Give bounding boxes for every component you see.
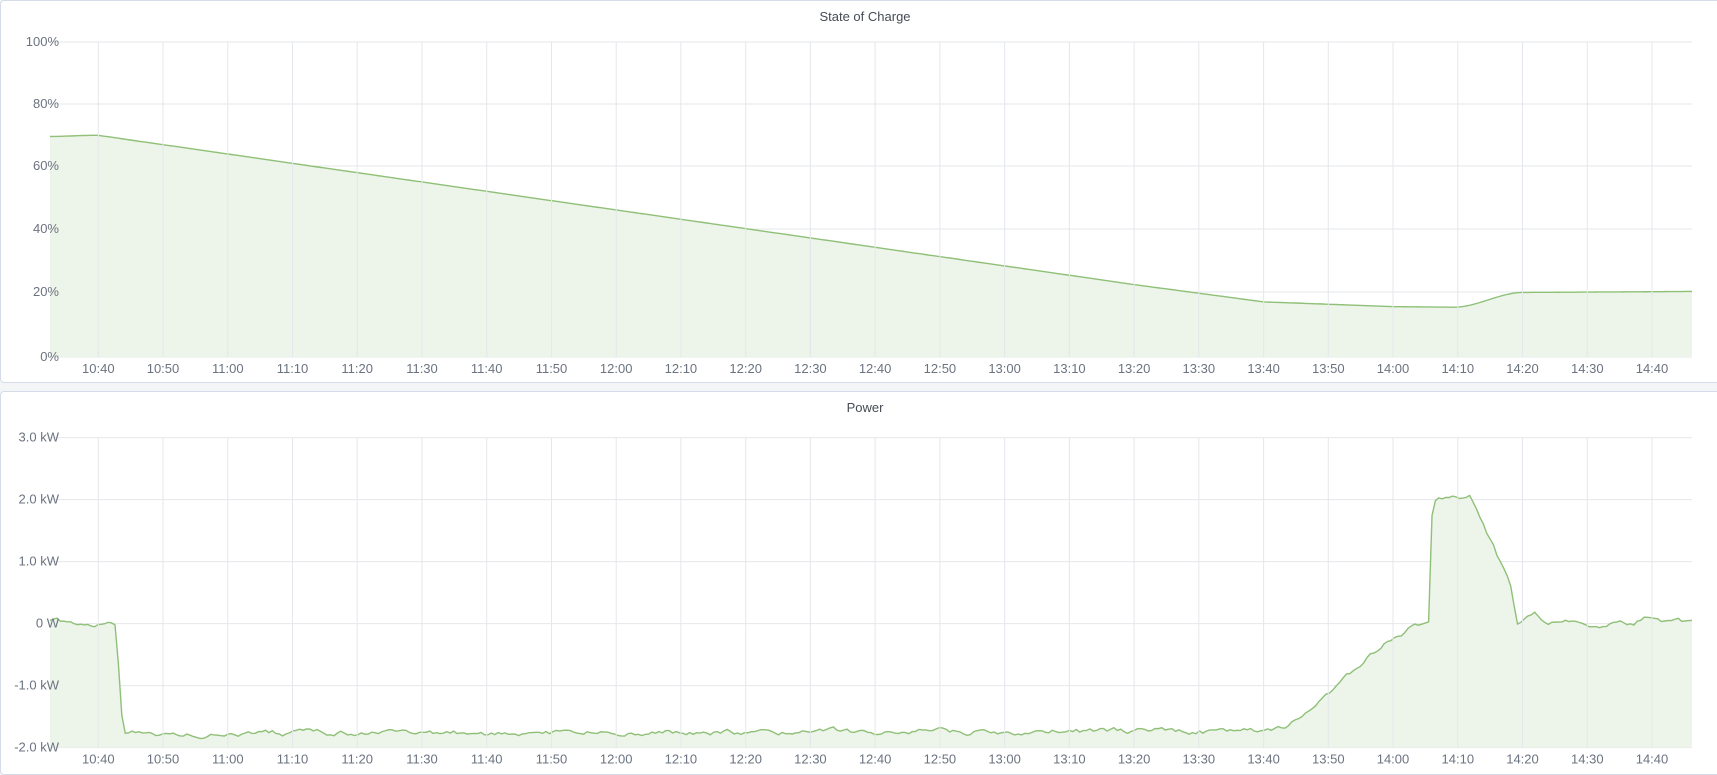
svg-text:13:50: 13:50: [1312, 752, 1345, 767]
svg-text:13:00: 13:00: [988, 361, 1021, 376]
svg-text:11:00: 11:00: [212, 752, 244, 767]
svg-text:14:20: 14:20: [1506, 361, 1539, 376]
svg-text:12:20: 12:20: [729, 361, 762, 376]
svg-text:10:50: 10:50: [147, 752, 180, 767]
svg-text:80%: 80%: [33, 96, 59, 111]
svg-text:12:50: 12:50: [924, 752, 957, 767]
svg-text:11:10: 11:10: [277, 752, 309, 767]
svg-text:11:50: 11:50: [536, 361, 568, 376]
svg-text:12:00: 12:00: [600, 361, 633, 376]
svg-text:11:00: 11:00: [212, 361, 244, 376]
svg-text:13:50: 13:50: [1312, 361, 1345, 376]
svg-text:-1.0 kW: -1.0 kW: [14, 678, 60, 693]
svg-text:-2.0 kW: -2.0 kW: [14, 740, 60, 755]
svg-text:2.0 kW: 2.0 kW: [19, 492, 60, 507]
svg-text:12:10: 12:10: [665, 361, 698, 376]
svg-text:12:20: 12:20: [729, 752, 762, 767]
svg-text:100%: 100%: [26, 34, 60, 49]
svg-text:12:30: 12:30: [794, 361, 827, 376]
svg-text:10:50: 10:50: [147, 361, 180, 376]
svg-text:20%: 20%: [33, 284, 59, 299]
svg-text:11:20: 11:20: [341, 361, 373, 376]
svg-text:11:10: 11:10: [277, 361, 309, 376]
svg-text:0 W: 0 W: [36, 616, 60, 631]
svg-text:11:40: 11:40: [471, 752, 503, 767]
svg-text:13:10: 13:10: [1053, 361, 1086, 376]
svg-text:13:30: 13:30: [1183, 361, 1216, 376]
svg-text:0%: 0%: [40, 349, 59, 364]
svg-text:13:00: 13:00: [988, 752, 1021, 767]
svg-text:14:10: 14:10: [1442, 361, 1475, 376]
svg-text:12:00: 12:00: [600, 752, 633, 767]
svg-text:12:40: 12:40: [859, 361, 892, 376]
svg-text:13:30: 13:30: [1183, 752, 1216, 767]
svg-text:12:30: 12:30: [794, 752, 827, 767]
svg-text:14:20: 14:20: [1506, 752, 1539, 767]
svg-text:14:30: 14:30: [1571, 361, 1604, 376]
svg-text:14:00: 14:00: [1377, 752, 1410, 767]
svg-text:1.0 kW: 1.0 kW: [19, 554, 60, 569]
svg-text:13:10: 13:10: [1053, 752, 1086, 767]
svg-text:11:20: 11:20: [341, 752, 373, 767]
svg-text:11:30: 11:30: [406, 752, 438, 767]
svg-text:11:30: 11:30: [406, 361, 438, 376]
svg-text:13:20: 13:20: [1118, 752, 1151, 767]
svg-text:12:10: 12:10: [665, 752, 698, 767]
svg-text:14:30: 14:30: [1571, 752, 1604, 767]
svg-text:10:40: 10:40: [82, 361, 115, 376]
svg-text:10:40: 10:40: [82, 752, 115, 767]
svg-text:14:40: 14:40: [1636, 752, 1669, 767]
svg-text:14:00: 14:00: [1377, 361, 1410, 376]
svg-text:60%: 60%: [33, 158, 59, 173]
svg-text:13:40: 13:40: [1247, 752, 1280, 767]
svg-text:40%: 40%: [33, 221, 59, 236]
svg-text:11:40: 11:40: [471, 361, 503, 376]
svg-text:13:20: 13:20: [1118, 361, 1151, 376]
svg-text:14:10: 14:10: [1442, 752, 1475, 767]
svg-text:14:40: 14:40: [1636, 361, 1669, 376]
svg-text:12:40: 12:40: [859, 752, 892, 767]
svg-text:11:50: 11:50: [536, 752, 568, 767]
svg-text:13:40: 13:40: [1247, 361, 1280, 376]
svg-text:12:50: 12:50: [924, 361, 957, 376]
svg-text:3.0 kW: 3.0 kW: [19, 430, 60, 445]
